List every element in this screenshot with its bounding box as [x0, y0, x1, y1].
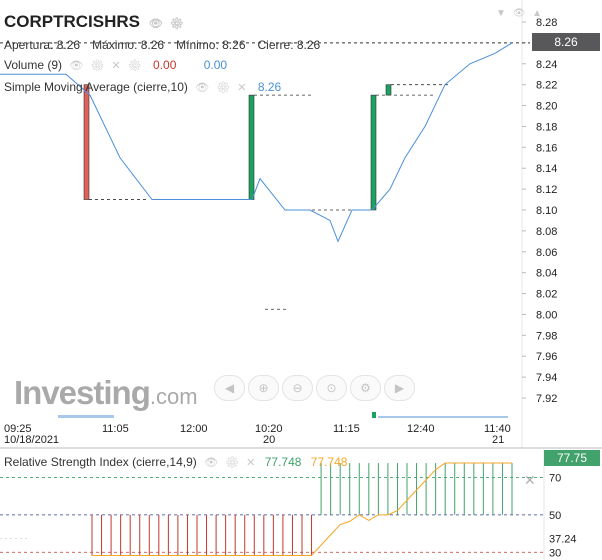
volume-label: Volume (9) [4, 58, 63, 72]
volume-bar [372, 412, 376, 418]
left-arrow-icon[interactable]: ◀ [214, 375, 245, 401]
x-tick-label: 12:40 [407, 423, 435, 435]
y-tick-label: 8.02 [536, 289, 557, 301]
y-tick-label: 8.10 [536, 205, 557, 217]
volume-indicator[interactable]: Volume (9) 👁 ⚙ ✕ ⚙ 0.00 0.00 [4, 58, 227, 72]
right-arrow-icon[interactable]: ▶ [384, 375, 415, 401]
symbol-title: CORPTRCISHRS 👁 ⚙ [4, 12, 186, 32]
y-tick-label: 8.16 [536, 142, 557, 154]
x-tick-sublabel: 21 [492, 434, 504, 446]
sma-value: 8.26 [257, 80, 282, 94]
rsi-y-tick-label: 50 [549, 510, 561, 522]
x-tick-sublabel: 20 [263, 434, 275, 446]
rsi-controls[interactable]: 👁 ⚙ ✕ [204, 456, 257, 469]
close-icon[interactable]: ✕ [111, 60, 123, 72]
candle [248, 94, 255, 200]
y-tick-label: 8.20 [536, 101, 557, 113]
eye-icon[interactable]: 👁 [512, 8, 528, 19]
sma-line [0, 42, 513, 243]
rsi-y-tick-label: 30 [549, 547, 561, 559]
x-tick-sublabel: 10/18/2021 [4, 434, 59, 446]
gear-icon[interactable]: ⚙ [90, 60, 107, 72]
rsi-y-tick-label: 70 [549, 472, 561, 484]
y-tick-label: 8.22 [536, 80, 557, 92]
x-tick-label: 11:15 [333, 423, 360, 435]
sma-label: Simple Moving Average (cierre,10) [4, 80, 188, 94]
chart-nav-buttons[interactable]: ◀ ⊕ ⊖ ⊙ ⚙ ▶ [214, 375, 415, 401]
rsi-signal-value: 77.748 [310, 455, 348, 469]
sma-controls[interactable]: 👁 ⚙ ✕ [195, 81, 248, 94]
y-tick-label: 8.00 [536, 309, 557, 321]
x-tick-label: 11:05 [102, 423, 129, 435]
ohlc-line: Apertura: 8.26 Máximo: 8.26 Mínimo: 8.26… [4, 38, 322, 52]
rsi-badge: 77.75 [544, 450, 600, 466]
open-value: Apertura: 8.26 [4, 38, 81, 52]
last-price-badge: 8.26 [532, 33, 600, 51]
volume-value-2: 0.00 [203, 58, 228, 72]
high-value: Máximo: 8.26 [92, 38, 165, 52]
zoom-out-icon[interactable]: ⊖ [282, 375, 313, 401]
chevron-down-icon[interactable]: ▼ [496, 8, 508, 19]
x-tick-label: 10:20 [255, 423, 283, 435]
y-tick-label: 7.96 [536, 351, 557, 363]
settings-icon[interactable]: ⚙ [350, 375, 381, 401]
close-icon[interactable]: ✕ [237, 82, 249, 94]
x-tick-label: 12:00 [180, 423, 208, 435]
volume-bar [58, 415, 114, 418]
investing-logo: Investing.com [14, 374, 198, 412]
zoom-reset-icon[interactable]: ⊙ [316, 375, 347, 401]
eye-icon[interactable]: 👁 [69, 60, 86, 72]
volume-controls[interactable]: 👁 ⚙ ✕ ⚙ [69, 59, 143, 72]
low-value: Mínimo: 8.26 [176, 38, 246, 52]
y-tick-label: 7.98 [536, 330, 557, 342]
gear-icon[interactable]: ⚙ [216, 82, 233, 94]
eye-icon[interactable]: 👁 [195, 82, 212, 94]
zoom-in-icon[interactable]: ⊕ [248, 375, 279, 401]
y-tick-label: 8.28 [536, 17, 557, 29]
settings-icon[interactable]: ⚙ [127, 60, 144, 72]
close-icon[interactable]: ✕ [246, 457, 258, 469]
rsi-indicator[interactable]: Relative Strength Index (cierre,14,9) 👁 … [4, 455, 347, 469]
candle [83, 84, 90, 200]
sma-indicator[interactable]: Simple Moving Average (cierre,10) 👁 ⚙ ✕ … [4, 80, 281, 94]
rsi-y-tick-label: 37.24 [549, 534, 577, 546]
logo-word: Investing [14, 374, 151, 411]
rsi-signal-line [92, 462, 512, 556]
volume-bar [378, 416, 508, 418]
rsi-label: Relative Strength Index (cierre,14,9) [4, 455, 197, 469]
y-tick-label: 7.94 [536, 372, 557, 384]
y-tick-label: 7.92 [536, 393, 557, 405]
y-tick-label: 8.24 [536, 59, 557, 71]
close-value: Cierre: 8.26 [257, 38, 321, 52]
symbol-name: CORPTRCISHRS [4, 12, 141, 31]
y-tick-label: 8.14 [536, 163, 557, 175]
pane-controls[interactable]: ▼ 👁 ▲ [496, 8, 544, 19]
rsi-value: 77.748 [264, 455, 302, 469]
y-tick-label: 8.18 [536, 121, 557, 133]
volume-value-1: 0.00 [153, 58, 177, 72]
logo-suffix: .com [149, 384, 198, 409]
up-arrow-icon[interactable]: ▲ [532, 8, 545, 19]
x-tick-label: 11:40 [484, 423, 511, 435]
y-tick-label: 8.08 [536, 226, 557, 238]
eye-icon[interactable]: 👁 [204, 457, 221, 469]
rsi-close-icon[interactable]: ✕ [524, 472, 536, 488]
y-tick-label: 8.06 [536, 247, 557, 259]
y-tick-label: 8.12 [536, 184, 557, 196]
y-tick-label: 8.04 [536, 268, 557, 280]
gear-icon[interactable]: ⚙ [169, 18, 186, 30]
candle [385, 84, 392, 96]
symbol-controls[interactable]: 👁 ⚙ [149, 17, 186, 30]
x-tick-label: 09:25 [4, 423, 32, 435]
candle [370, 94, 377, 211]
gear-icon[interactable]: ⚙ [225, 457, 242, 469]
eye-icon[interactable]: 👁 [148, 18, 165, 30]
